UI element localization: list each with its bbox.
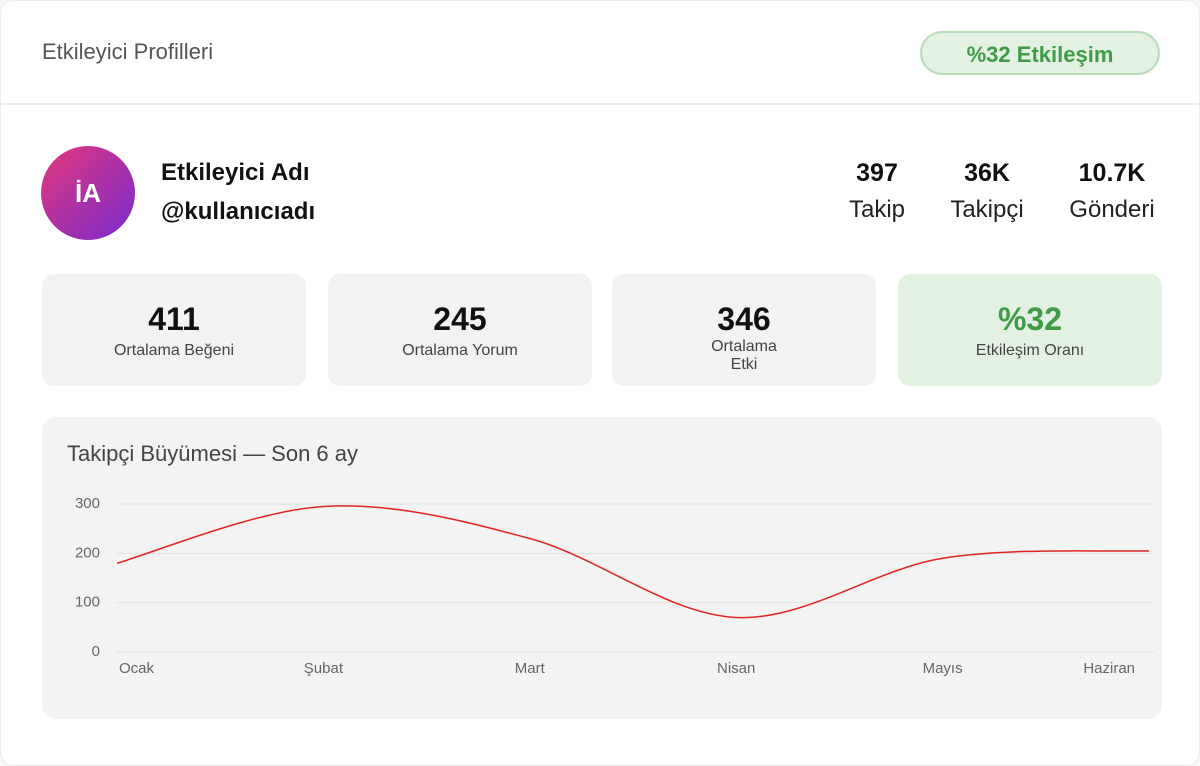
y-tick-label: 200	[75, 544, 100, 561]
metric-value: %32	[997, 301, 1063, 337]
data-line	[116, 505, 1150, 619]
metric-value: 346	[717, 301, 771, 337]
chart-panel: Takipçi Büyümesi — Son 6 ay 0 100 200 300 Oc…	[42, 417, 1162, 719]
stat-value: 36K	[964, 159, 1010, 187]
page-title: Etkileyici Profilleri	[42, 39, 214, 64]
stat-value: 10.7K	[1078, 159, 1146, 187]
x-tick-label: Şubat	[304, 660, 344, 677]
y-tick-label: 0	[92, 643, 100, 660]
metric-value: 245	[433, 301, 487, 337]
avatar: İA	[41, 146, 135, 240]
x-tick-label: Haziran	[1083, 660, 1135, 677]
stat: 10.7K Gönderi	[1047, 159, 1177, 224]
x-tick-label: Mart	[515, 660, 546, 677]
x-tick-label: Ocak	[119, 660, 155, 677]
profile-name: Etkileyici Adı	[161, 159, 310, 186]
metric-card: 346 Ortalama Etki	[612, 274, 876, 386]
metric-label: Ortalama Yorum	[402, 342, 518, 359]
metric-label: Etkileşim Oranı	[975, 342, 1085, 359]
stat-label: Gönderi	[1069, 196, 1155, 223]
divider	[1, 103, 1199, 105]
y-tick-label: 300	[75, 495, 100, 512]
metric-card: %32 Etkileşim Oranı	[898, 274, 1162, 386]
metric-label: Ortalama Etki	[711, 338, 777, 373]
x-tick-label: Nisan	[717, 660, 755, 677]
chart-title: Takipçi Büyümesi — Son 6 ay	[67, 441, 358, 466]
profile-handle: @kullanıcıadı	[161, 198, 316, 225]
stat-label: Takipçi	[950, 196, 1024, 223]
metric-value: 411	[148, 301, 200, 337]
engagement-badge: %32 Etkileşim	[920, 31, 1160, 75]
stat: 36K Takipçi	[922, 159, 1052, 224]
metric-card: 245 Ortalama Yorum	[328, 274, 592, 386]
metric-card: 411 Ortalama Beğeni	[42, 274, 306, 386]
y-tick-label: 100	[75, 594, 100, 611]
chart: Takipçi Büyümesi — Son 6 ay 0 100 200 300 Oc…	[67, 441, 1154, 677]
stat-value: 397	[856, 159, 898, 187]
x-tick-label: Mayıs	[923, 660, 963, 677]
metric-label: Ortalama Beğeni	[113, 342, 235, 359]
stat: 397 Takip	[812, 159, 942, 224]
stat-label: Takip	[848, 196, 906, 223]
